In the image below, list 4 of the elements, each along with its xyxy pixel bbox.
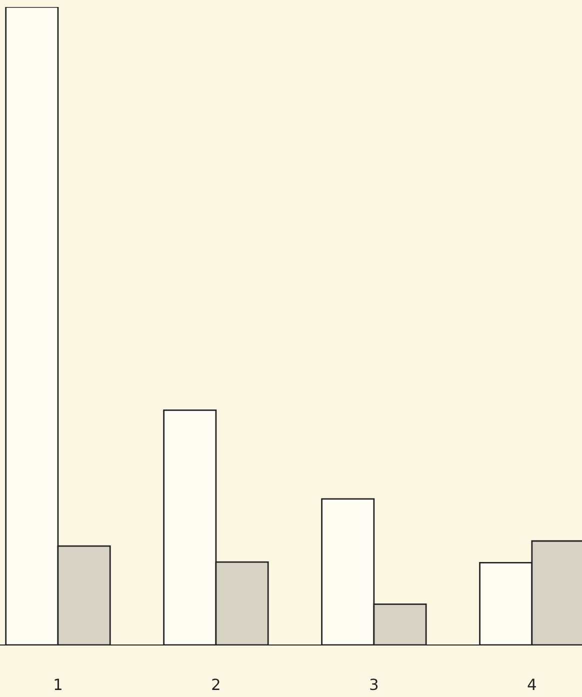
x-tick-label: 1 [54,678,62,690]
x-tick-label: 3 [370,678,378,690]
x-tick-label: 4 [528,678,536,690]
x-tick-label: 2 [212,678,220,690]
